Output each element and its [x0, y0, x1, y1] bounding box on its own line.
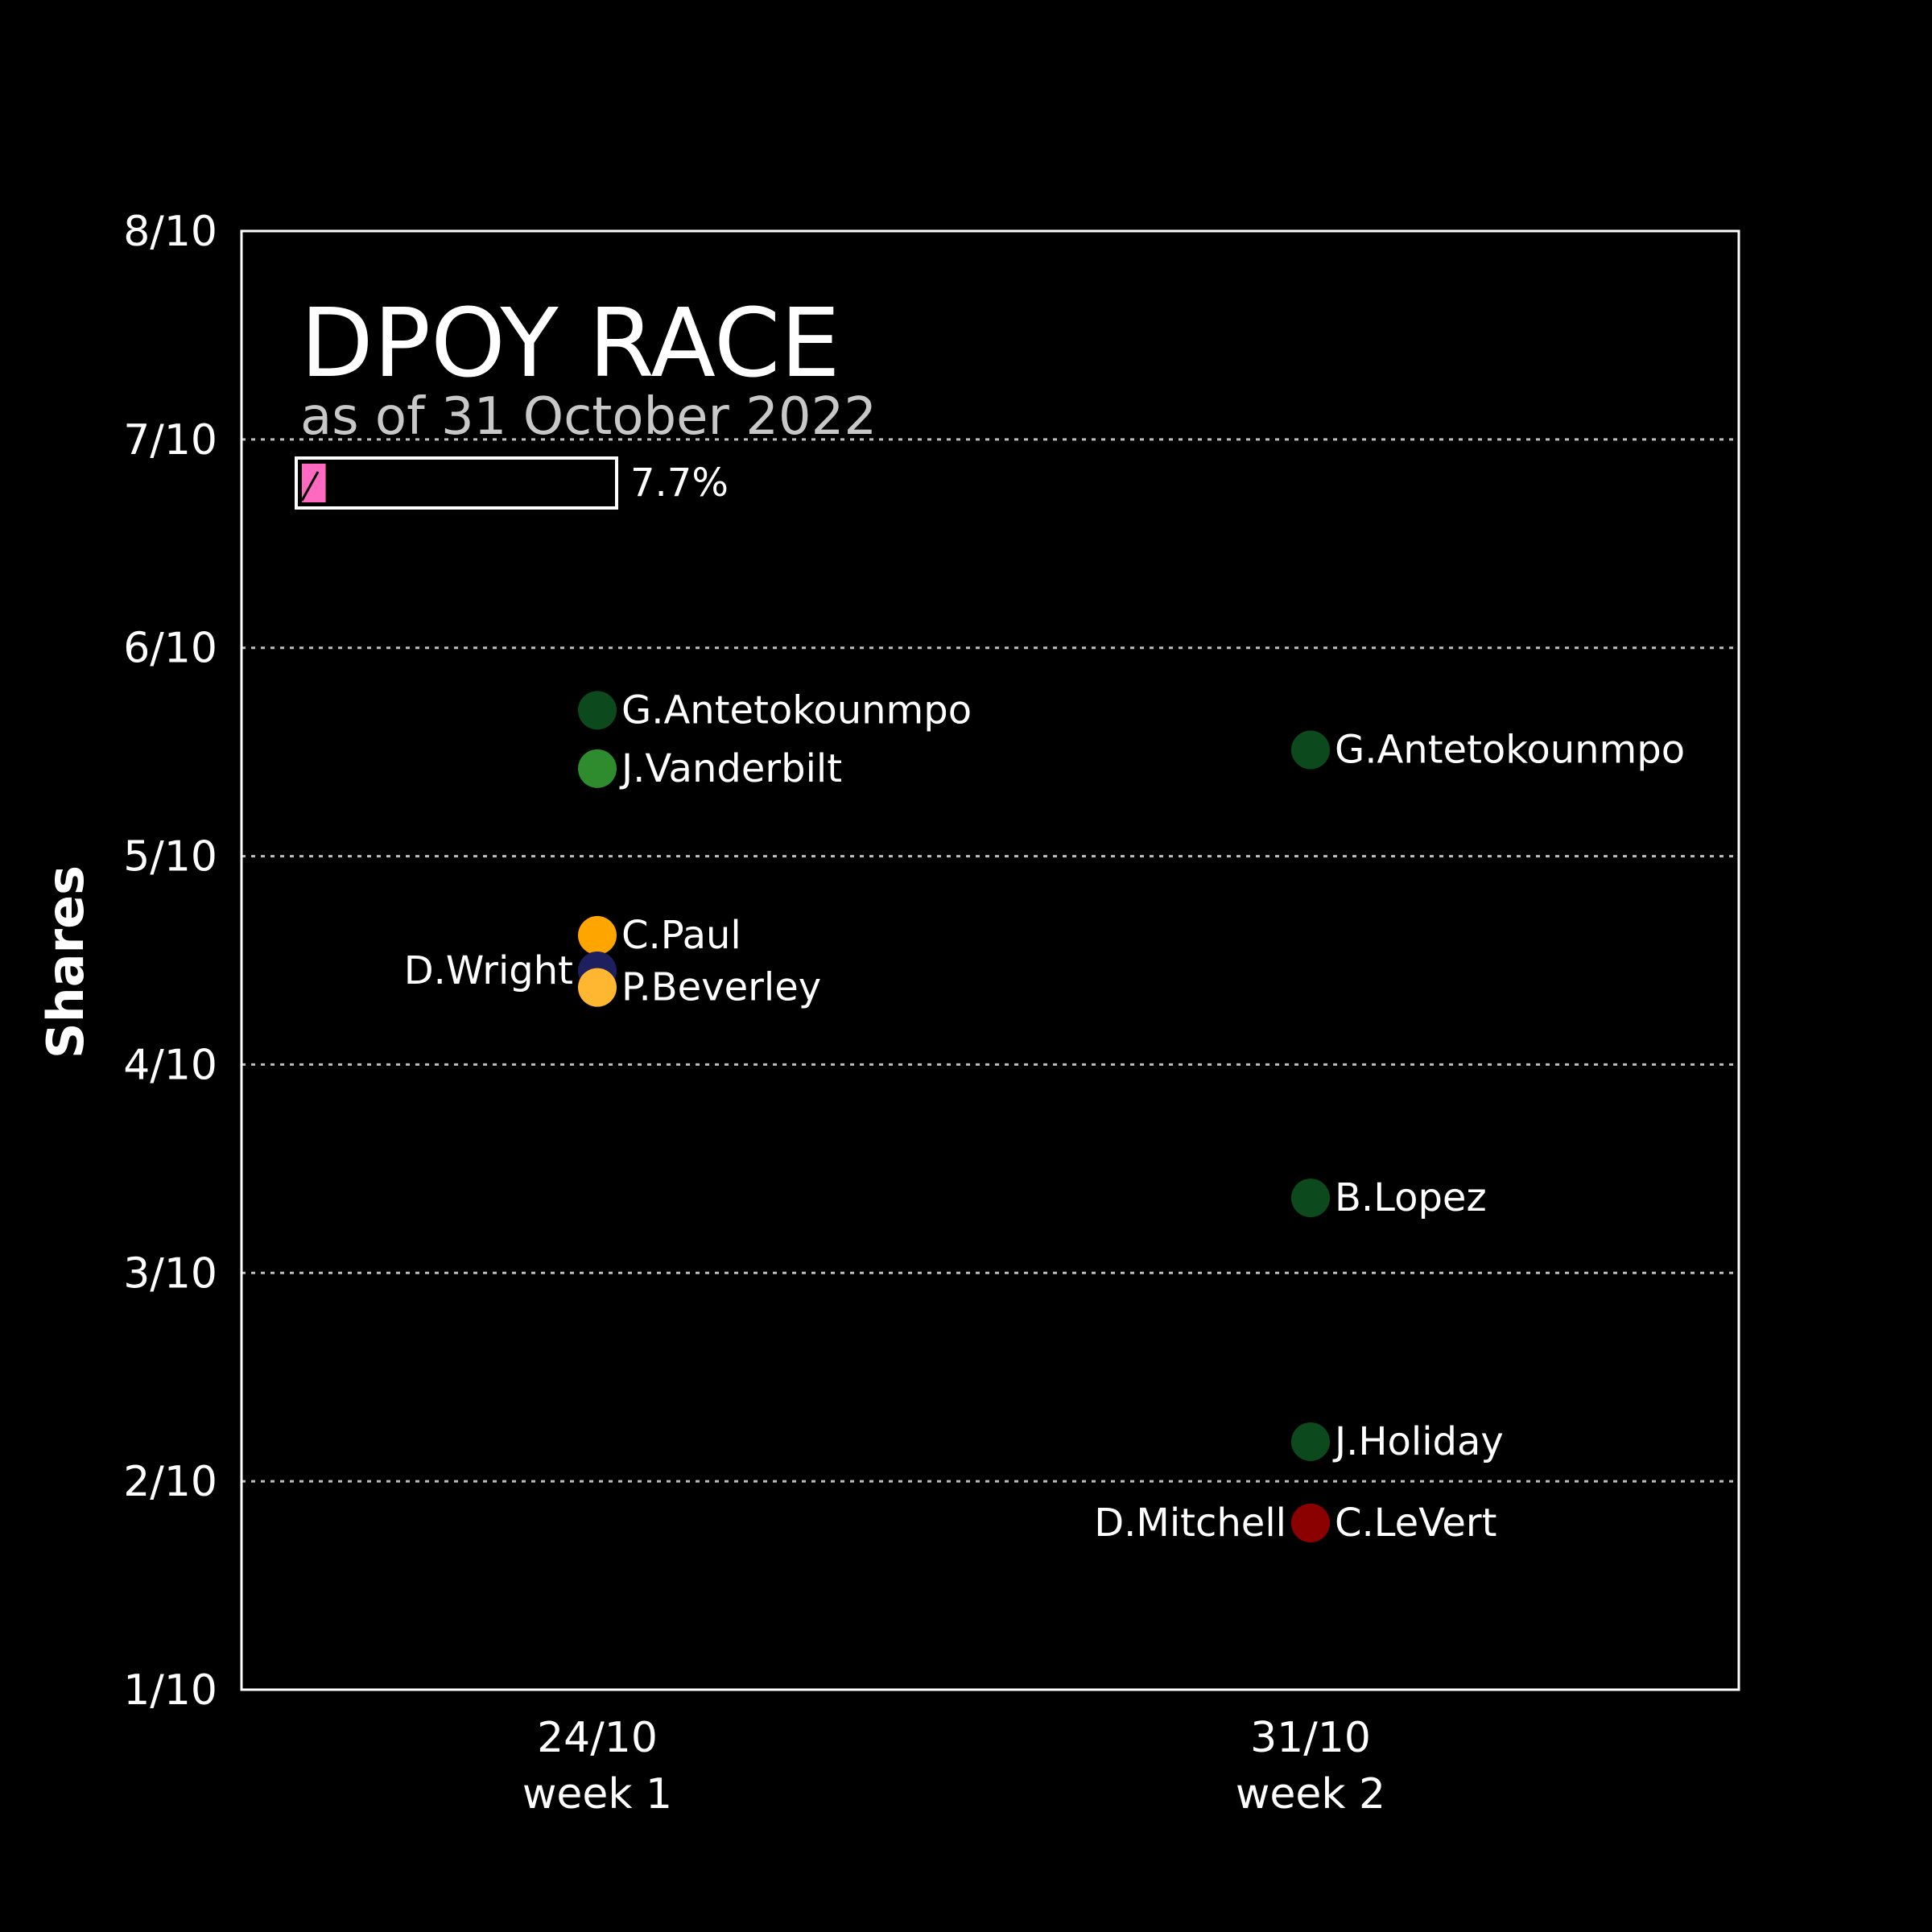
data-points: G.Antetokounmpo J.Vanderbilt C.Paul D.Wrigh… [404, 687, 1685, 1546]
x-tick-week: week 1 [522, 1770, 672, 1818]
progress-track [295, 456, 618, 510]
data-point [1291, 730, 1330, 770]
data-point-label: D.Wright [404, 948, 573, 993]
data-point [578, 749, 617, 788]
data-point [578, 691, 617, 730]
data-point [1291, 1179, 1330, 1218]
data-point-label: J.Holiday [1332, 1419, 1504, 1464]
plot-frame [240, 229, 1740, 1691]
x-tick-date: 24/10 [537, 1714, 658, 1762]
data-point-label: B.Lopez [1335, 1175, 1487, 1220]
y-tick-label: 5/10 [123, 833, 217, 881]
data-point-label: P.Beverley [621, 965, 821, 1010]
data-point [578, 915, 617, 955]
y-tick-label: 2/10 [123, 1458, 217, 1506]
data-point-label: C.LeVert [1335, 1501, 1496, 1546]
y-tick-label: 7/10 [123, 416, 217, 464]
y-tick-label: 1/10 [123, 1666, 217, 1715]
x-tick-date: 31/10 [1250, 1714, 1371, 1762]
gridlines [242, 438, 1739, 1483]
progress-hatch [300, 471, 320, 502]
progress-bar: 7.7% [295, 456, 729, 510]
y-tick-label: 8/10 [123, 208, 217, 256]
x-tick-labels: 24/10 week 1 31/10 week 2 [522, 1714, 1385, 1818]
data-point-label: G.Antetokounmpo [1335, 728, 1685, 773]
progress-label: 7.7% [630, 460, 729, 506]
data-point [578, 968, 617, 1007]
y-tick-label: 6/10 [123, 625, 217, 673]
y-tick-label: 3/10 [123, 1249, 217, 1298]
y-tick-labels: 1/10 2/10 3/10 4/10 5/10 6/10 7/10 8/10 [123, 208, 217, 1715]
data-point-label: J.Vanderbilt [619, 746, 842, 791]
chart-subtitle: as of 31 October 2022 [300, 387, 877, 447]
data-point [1291, 1422, 1330, 1461]
data-point-label: G.Antetokounmpo [621, 687, 972, 733]
x-tick-week: week 2 [1236, 1770, 1385, 1818]
y-tick-label: 4/10 [123, 1041, 217, 1089]
data-point [1291, 1503, 1330, 1542]
data-point-label: D.Mitchell [1094, 1501, 1286, 1546]
chart-title: DPOY RACE [300, 287, 840, 398]
y-axis-label: Shares [36, 865, 95, 1059]
data-point-label: C.Paul [621, 913, 741, 958]
